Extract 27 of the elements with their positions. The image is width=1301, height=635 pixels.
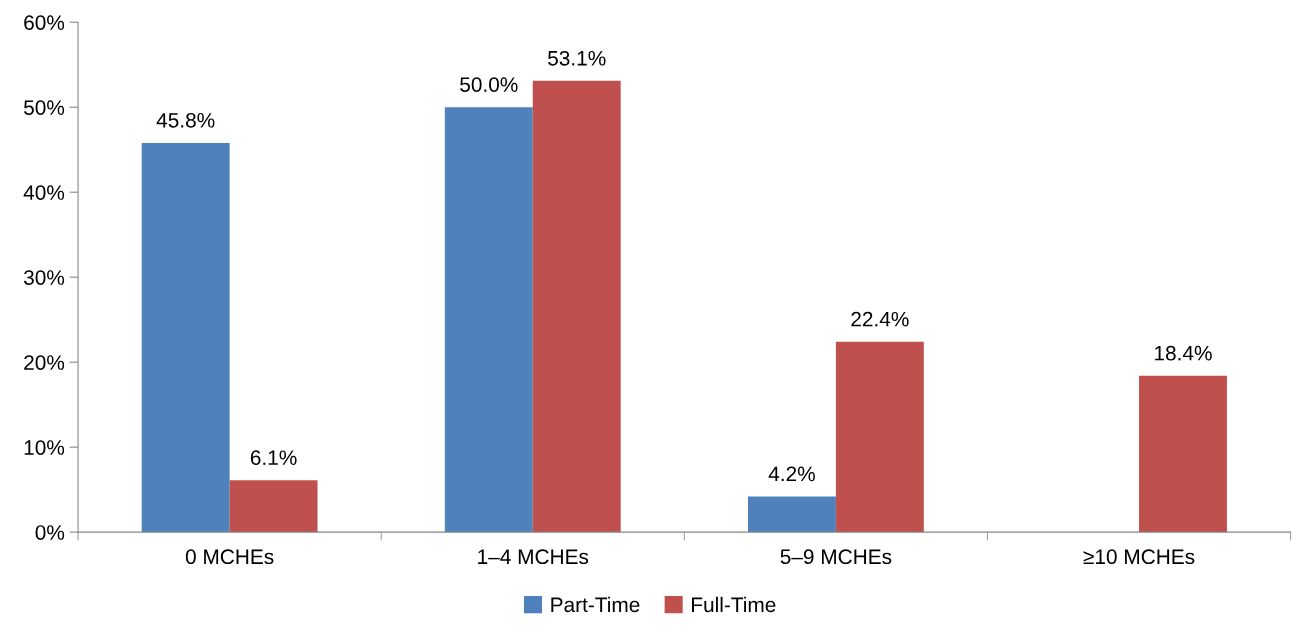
y-tick-label: 0% (35, 525, 65, 540)
x-tick-label: 1–4 MCHEs (478, 549, 589, 565)
y-tick-label: 20% (24, 355, 65, 370)
x-tick-label: ≥10 MCHEs (1083, 549, 1195, 565)
data-label: 45.8% (156, 112, 215, 128)
y-tick-label: 10% (24, 440, 65, 455)
y-tick-label: 40% (23, 185, 65, 200)
data-label: 6.1% (250, 450, 297, 466)
bar (835, 341, 924, 533)
y-tick-label: 30% (23, 270, 65, 285)
data-label: 53.1% (548, 50, 606, 66)
legend-label: Part-Time (551, 596, 640, 613)
bar (747, 496, 836, 533)
bar (532, 80, 621, 533)
y-tick-label: 50% (24, 100, 65, 115)
y-tick-label: 60% (24, 15, 65, 30)
data-label: 18.4% (1155, 345, 1212, 361)
bar (444, 107, 533, 533)
bar (1139, 375, 1227, 533)
bar (141, 142, 230, 533)
x-tick-label: 0 MCHEs (185, 549, 274, 565)
data-label: 4.2% (768, 466, 815, 482)
data-label: 22.4% (851, 311, 909, 327)
bar (229, 480, 318, 533)
legend-label: Full-Time (692, 596, 776, 613)
x-tick-label: 5–9 MCHEs (780, 549, 892, 565)
data-label: 50.0% (460, 77, 518, 92)
